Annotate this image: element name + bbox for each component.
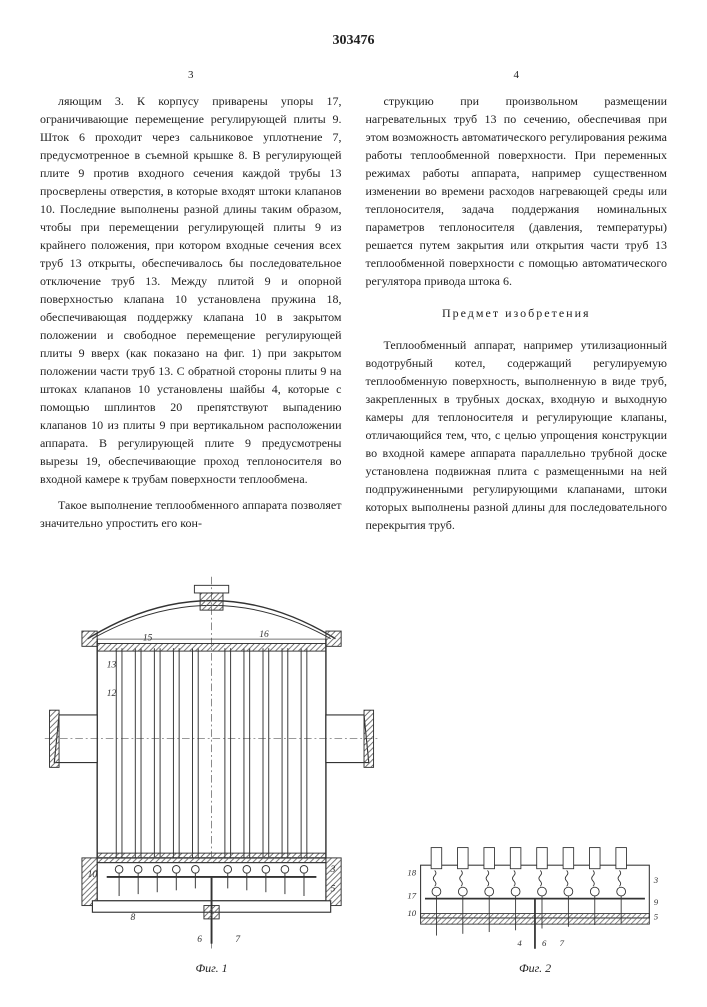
svg-text:12: 12	[107, 688, 117, 698]
svg-text:10: 10	[88, 869, 98, 879]
svg-text:17: 17	[407, 890, 416, 900]
left-column: 3 ляющим 3. К корпусу приварены упоры 17…	[40, 67, 342, 542]
right-column: 4 струкцию при произвольном размещении н…	[366, 67, 668, 542]
claims-title: Предмет изобретения	[366, 304, 668, 322]
figures-row: 13 12 10 15 16 3 5 6 7 8 Фиг. 1	[40, 572, 667, 977]
svg-text:6: 6	[197, 934, 202, 944]
svg-text:3: 3	[653, 874, 659, 884]
svg-text:6: 6	[542, 938, 547, 948]
svg-text:13: 13	[107, 660, 117, 670]
document-number: 303476	[40, 30, 667, 51]
svg-text:5: 5	[654, 911, 659, 921]
svg-text:16: 16	[259, 629, 269, 639]
right-paragraph-2: Теплообменный аппарат, например утилизац…	[366, 336, 668, 534]
svg-text:3: 3	[330, 865, 336, 875]
figure-2: 18 17 10 3 9 5 4 6 7 Фиг. 2	[403, 830, 667, 977]
page-number-right: 4	[366, 67, 668, 84]
svg-text:7: 7	[560, 938, 565, 948]
svg-text:9: 9	[654, 896, 659, 906]
svg-text:7: 7	[235, 934, 241, 944]
svg-text:18: 18	[407, 867, 416, 877]
figure-2-caption: Фиг. 2	[403, 959, 667, 977]
left-paragraph-2: Такое выполнение теплообменного аппарата…	[40, 496, 342, 532]
svg-text:4: 4	[517, 938, 522, 948]
figure-2-svg: 18 17 10 3 9 5 4 6 7	[403, 830, 667, 953]
svg-text:10: 10	[407, 908, 416, 918]
figure-1: 13 12 10 15 16 3 5 6 7 8 Фиг. 1	[40, 572, 383, 977]
svg-text:8: 8	[131, 912, 136, 922]
svg-text:5: 5	[331, 884, 336, 894]
right-paragraph-1: струкцию при произвольном размещении наг…	[366, 92, 668, 290]
page-number-left: 3	[40, 67, 342, 84]
text-columns: 3 ляющим 3. К корпусу приварены упоры 17…	[40, 67, 667, 542]
figure-1-caption: Фиг. 1	[40, 959, 383, 977]
figure-1-svg: 13 12 10 15 16 3 5 6 7 8	[40, 572, 383, 953]
svg-text:15: 15	[143, 633, 153, 643]
left-paragraph-1: ляющим 3. К корпусу приварены упоры 17, …	[40, 92, 342, 488]
